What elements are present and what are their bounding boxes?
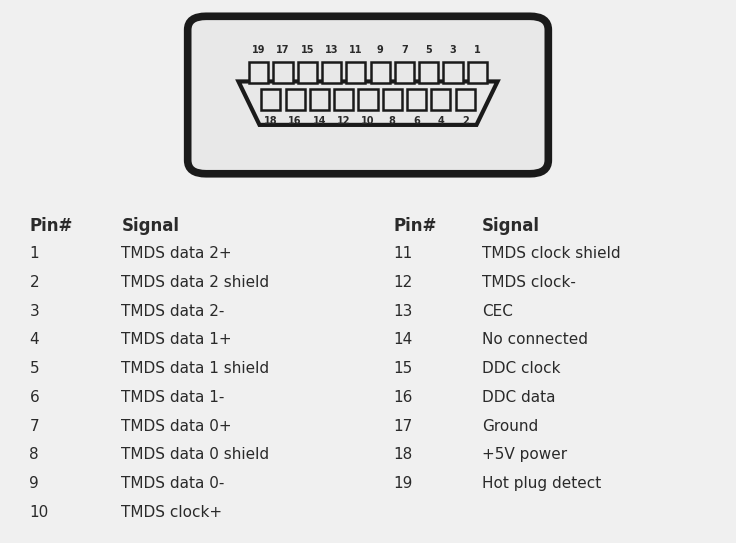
Bar [394, 62, 414, 83]
Text: 8: 8 [389, 116, 396, 126]
Text: Signal: Signal [121, 217, 180, 235]
Bar [456, 89, 475, 110]
Text: 15: 15 [394, 361, 413, 376]
Text: 16: 16 [289, 116, 302, 126]
Text: 4: 4 [437, 116, 445, 126]
Text: 1: 1 [29, 246, 39, 261]
Bar [468, 62, 487, 83]
Text: TMDS data 0-: TMDS data 0- [121, 476, 224, 491]
Text: CEC: CEC [482, 304, 513, 319]
Text: Hot plug detect: Hot plug detect [482, 476, 601, 491]
Text: TMDS clock+: TMDS clock+ [121, 505, 222, 520]
Text: 2: 2 [29, 275, 39, 290]
FancyBboxPatch shape [188, 16, 548, 174]
Text: No connected: No connected [482, 332, 588, 348]
Text: 16: 16 [394, 390, 413, 405]
Bar [297, 62, 317, 83]
Bar [286, 89, 305, 110]
Bar [407, 89, 426, 110]
Text: +5V power: +5V power [482, 447, 567, 463]
Text: TMDS data 1 shield: TMDS data 1 shield [121, 361, 269, 376]
Text: TMDS data 0 shield: TMDS data 0 shield [121, 447, 269, 463]
Text: 10: 10 [361, 116, 375, 126]
Bar [358, 89, 378, 110]
Text: 10: 10 [29, 505, 49, 520]
Text: 12: 12 [394, 275, 413, 290]
Text: 8: 8 [29, 447, 39, 463]
Text: 3: 3 [29, 304, 39, 319]
Text: TMDS data 1+: TMDS data 1+ [121, 332, 232, 348]
Bar [383, 89, 402, 110]
Text: 11: 11 [394, 246, 413, 261]
Text: 6: 6 [413, 116, 420, 126]
Text: TMDS data 2-: TMDS data 2- [121, 304, 224, 319]
Bar [249, 62, 269, 83]
Text: 1: 1 [474, 46, 481, 55]
Text: 12: 12 [337, 116, 350, 126]
Bar [443, 62, 463, 83]
Bar [322, 62, 342, 83]
Text: 5: 5 [29, 361, 39, 376]
Text: 11: 11 [349, 46, 363, 55]
Bar [347, 62, 366, 83]
Text: 17: 17 [276, 46, 290, 55]
Text: Ground: Ground [482, 419, 538, 434]
Text: TMDS clock-: TMDS clock- [482, 275, 576, 290]
Polygon shape [238, 81, 498, 125]
Text: 19: 19 [252, 46, 266, 55]
Text: 19: 19 [394, 476, 413, 491]
Text: Pin#: Pin# [29, 217, 73, 235]
Text: 15: 15 [300, 46, 314, 55]
Bar [334, 89, 353, 110]
Text: 3: 3 [450, 46, 456, 55]
Text: 18: 18 [264, 116, 277, 126]
Text: 18: 18 [394, 447, 413, 463]
Text: 5: 5 [425, 46, 432, 55]
Bar [274, 62, 293, 83]
Bar [420, 62, 439, 83]
Text: 7: 7 [401, 46, 408, 55]
Text: TMDS clock shield: TMDS clock shield [482, 246, 620, 261]
Text: TMDS data 0+: TMDS data 0+ [121, 419, 232, 434]
Text: 7: 7 [29, 419, 39, 434]
Text: 14: 14 [394, 332, 413, 348]
Text: DDC data: DDC data [482, 390, 556, 405]
Text: TMDS data 2 shield: TMDS data 2 shield [121, 275, 269, 290]
Text: 9: 9 [29, 476, 39, 491]
Bar [431, 89, 450, 110]
Text: Pin#: Pin# [394, 217, 437, 235]
Text: 9: 9 [377, 46, 383, 55]
Text: 17: 17 [394, 419, 413, 434]
Text: Signal: Signal [482, 217, 540, 235]
Text: 4: 4 [29, 332, 39, 348]
Text: 6: 6 [29, 390, 39, 405]
Bar [261, 89, 280, 110]
Text: DDC clock: DDC clock [482, 361, 561, 376]
Text: 13: 13 [325, 46, 339, 55]
Text: 2: 2 [461, 116, 469, 126]
Bar [310, 89, 329, 110]
Text: 13: 13 [394, 304, 413, 319]
Text: TMDS data 2+: TMDS data 2+ [121, 246, 232, 261]
Text: TMDS data 1-: TMDS data 1- [121, 390, 224, 405]
Text: 14: 14 [313, 116, 326, 126]
Bar [371, 62, 390, 83]
